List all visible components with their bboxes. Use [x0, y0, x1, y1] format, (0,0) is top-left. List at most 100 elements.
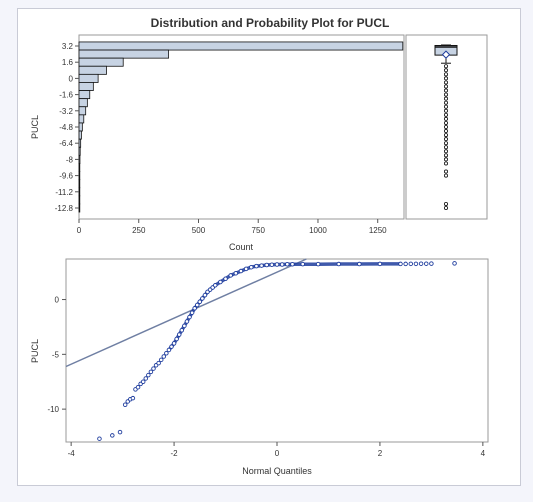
histogram-y-tick-label: -1.6: [59, 91, 73, 100]
qq-point: [151, 366, 156, 371]
histogram-x-tick-label: 250: [132, 226, 146, 235]
qq-point: [315, 261, 321, 267]
histogram-bar: [78, 73, 99, 83]
qq-point: [259, 263, 264, 268]
qq-point: [143, 376, 149, 381]
histogram-bar: [78, 146, 81, 156]
qq-point: [187, 314, 192, 320]
boxplot-outlier: [443, 149, 448, 154]
qq-point: [97, 436, 102, 441]
boxplot-outlier: [443, 133, 448, 138]
qq-y-label: PUCL: [30, 339, 40, 363]
boxplot-outlier: [443, 116, 448, 121]
boxplot-layer: [434, 44, 458, 210]
histogram-x-tick-label: 1250: [369, 226, 387, 235]
qq-point: [184, 319, 190, 324]
boxplot-outlier: [443, 201, 448, 206]
qq-point: [202, 292, 208, 298]
qq-plot-layer: -4 -2 0 2 4 0 -5 -10: [47, 258, 486, 458]
qq-x-tick-label: 2: [378, 449, 383, 458]
histogram-x-tick-label: 1000: [309, 226, 327, 235]
qq-point: [290, 262, 295, 267]
histogram-bar: [78, 130, 82, 140]
histogram-bar: [78, 57, 124, 67]
boxplot-outlier: [443, 137, 448, 142]
qq-reference-line: [65, 258, 307, 368]
boxplot-outlier: [443, 153, 448, 158]
qq-point: [408, 261, 414, 267]
qq-point: [174, 336, 179, 342]
qq-point: [130, 395, 136, 401]
histogram-bar: [78, 171, 81, 181]
chart-title: Distribution and Probability Plot for PU…: [151, 16, 390, 30]
boxplot-outlier: [443, 129, 448, 134]
histogram-frame: [78, 34, 405, 220]
qq-point: [223, 276, 228, 281]
histogram-bar: [78, 41, 404, 51]
qq-point: [274, 262, 280, 267]
histogram-y-tick-label: -11.2: [55, 188, 73, 197]
histogram-bar: [78, 114, 85, 124]
boxplot-outlier: [443, 104, 448, 109]
boxplot-outlier: [443, 173, 448, 178]
histogram-bar: [78, 106, 87, 116]
qq-point: [135, 384, 141, 390]
qq-point: [122, 402, 128, 407]
histogram-y-tick-label: -4.8: [59, 123, 73, 132]
histogram-bar: [78, 98, 88, 108]
qq-x-tick-label: -2: [171, 449, 179, 458]
qq-point: [233, 270, 239, 276]
qq-x-tick-label: 0: [275, 449, 280, 458]
histogram-x-label: Count: [229, 242, 254, 252]
qq-point: [398, 261, 403, 267]
chart-svg: Distribution and Probability Plot for PU…: [30, 16, 489, 476]
qq-point: [117, 429, 123, 435]
qq-point: [269, 262, 275, 267]
qq-y-tick-label: 0: [55, 296, 60, 305]
qq-y-tick-label: -10: [47, 405, 59, 414]
histogram-bar: [78, 179, 81, 189]
qq-point: [300, 261, 305, 267]
boxplot-outlier: [443, 100, 448, 105]
histogram-y-tick-label: 0: [69, 74, 74, 83]
histogram-bar: [78, 163, 81, 172]
qq-point: [212, 283, 218, 288]
qq-point: [238, 268, 244, 274]
qq-point: [148, 369, 154, 375]
qq-point: [336, 261, 342, 267]
qq-dense-curve: [167, 262, 401, 352]
qq-point: [254, 263, 259, 269]
qq-point: [452, 261, 457, 266]
boxplot-outlier: [443, 141, 448, 146]
histogram-bar: [78, 187, 81, 197]
qq-x-label: Normal Quantiles: [242, 466, 312, 476]
boxplot-outlier: [443, 120, 448, 125]
histogram-bar: [78, 49, 170, 59]
qq-x-tick-label: -4: [68, 449, 76, 458]
qq-point: [140, 379, 146, 384]
histogram-layer: 3.2 1.6 0 -1.6 -3.2 -4.8 -6.4 -8 -9.6 -11.2 -12.8 0…: [55, 41, 404, 235]
histogram-y-tick-label: -9.6: [59, 172, 73, 181]
boxplot-outlier: [443, 80, 448, 85]
qq-point: [418, 261, 424, 266]
qq-point: [218, 279, 223, 285]
histogram-bar: [78, 195, 81, 205]
qq-point: [377, 261, 383, 267]
histogram-x-tick-label: 500: [192, 226, 206, 235]
qq-point: [110, 433, 115, 438]
boxplot-outlier: [443, 157, 448, 162]
histogram-bar: [78, 138, 82, 148]
qq-point: [243, 266, 249, 272]
qq-point: [164, 350, 169, 356]
figure-panel: Distribution and Probability Plot for PU…: [17, 8, 521, 486]
boxplot-outlier: [443, 145, 448, 150]
boxplot-outlier: [443, 88, 448, 93]
histogram-x-tick-label: 750: [252, 226, 266, 235]
qq-point: [357, 261, 362, 267]
qq-point: [423, 261, 429, 266]
boxplot-outlier: [443, 125, 448, 130]
qq-point: [285, 262, 290, 267]
qq-point: [429, 261, 434, 266]
qq-point: [156, 360, 161, 366]
qq-point: [200, 296, 205, 301]
